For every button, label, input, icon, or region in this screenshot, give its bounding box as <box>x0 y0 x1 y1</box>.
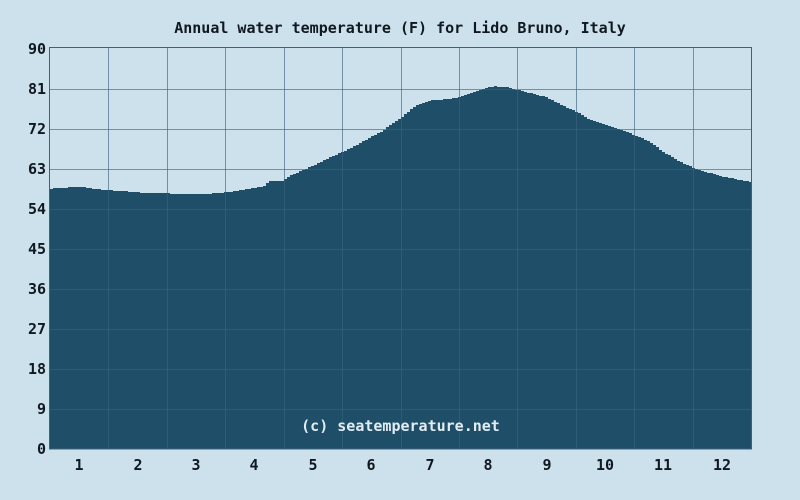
y-axis-tick-label: 45 <box>28 240 46 258</box>
y-axis-tick-label: 9 <box>37 400 46 418</box>
x-axis-tick-label: 1 <box>74 456 83 474</box>
x-axis-tick-label: 2 <box>133 456 142 474</box>
x-axis-tick-label: 7 <box>425 456 434 474</box>
y-axis-tick-label: 0 <box>37 440 46 458</box>
y-axis-tick-label: 27 <box>28 320 46 338</box>
y-axis-tick-label: 54 <box>28 200 46 218</box>
x-axis-tick-label: 9 <box>542 456 551 474</box>
y-axis-tick-label: 36 <box>28 280 46 298</box>
x-axis-tick-label: 4 <box>249 456 258 474</box>
x-axis-tick-label: 10 <box>596 456 614 474</box>
x-axis-tick-label: 11 <box>654 456 672 474</box>
chart-title: Annual water temperature (F) for Lido Br… <box>174 19 626 37</box>
x-axis-tick-label: 5 <box>308 456 317 474</box>
x-axis-tick-label: 6 <box>366 456 375 474</box>
temperature-area-series <box>50 86 751 449</box>
watermark: (c) seatemperature.net <box>301 417 500 435</box>
y-axis-tick-label: 81 <box>28 80 46 98</box>
y-axis-tick-label: 18 <box>28 360 46 378</box>
x-axis-tick-label: 3 <box>191 456 200 474</box>
x-axis-tick-label: 12 <box>713 456 731 474</box>
plot-border <box>49 47 752 450</box>
y-axis-tick-label: 72 <box>28 120 46 138</box>
y-axis-tick-label: 90 <box>28 40 46 58</box>
x-axis-tick-label: 8 <box>483 456 492 474</box>
y-axis-tick-label: 63 <box>28 160 46 178</box>
